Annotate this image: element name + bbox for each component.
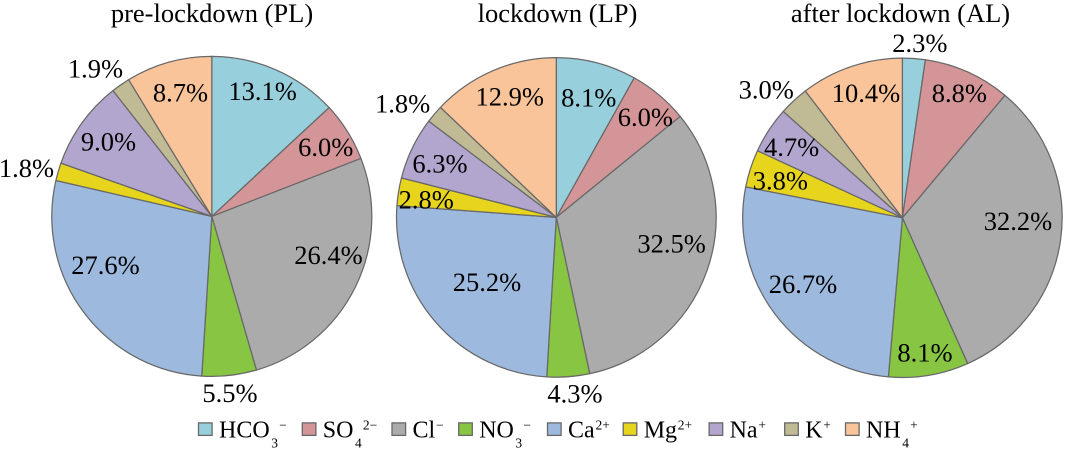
svg-text:K: K — [805, 418, 823, 444]
svg-text:26.4%: 26.4% — [294, 240, 362, 270]
svg-text:13.1%: 13.1% — [228, 76, 296, 106]
svg-text:32.5%: 32.5% — [637, 229, 705, 259]
svg-text:1.8%: 1.8% — [0, 153, 54, 183]
svg-text:27.6%: 27.6% — [71, 250, 139, 280]
svg-text:−: − — [279, 417, 287, 432]
svg-text:NH: NH — [866, 418, 901, 444]
svg-text:9.0%: 9.0% — [81, 126, 136, 156]
svg-text:SO: SO — [323, 418, 354, 444]
svg-text:8.8%: 8.8% — [932, 78, 987, 108]
svg-text:1.9%: 1.9% — [68, 54, 123, 84]
svg-text:HCO: HCO — [219, 418, 270, 444]
svg-text:−: − — [523, 417, 531, 432]
svg-text:8.1%: 8.1% — [561, 82, 616, 112]
svg-text:4.3%: 4.3% — [547, 378, 602, 408]
svg-text:4.7%: 4.7% — [764, 132, 819, 162]
svg-text:3.0%: 3.0% — [739, 74, 794, 104]
svg-text:NO: NO — [479, 418, 514, 444]
svg-text:1.8%: 1.8% — [375, 88, 430, 118]
svg-text:4: 4 — [902, 435, 909, 450]
svg-text:3: 3 — [515, 435, 522, 450]
svg-text:−: − — [436, 417, 444, 432]
svg-text:Cl: Cl — [413, 418, 436, 444]
svg-text:4: 4 — [355, 435, 362, 450]
svg-text:3.8%: 3.8% — [753, 166, 808, 196]
svg-text:+: + — [910, 417, 918, 432]
svg-text:+: + — [758, 417, 766, 432]
svg-text:26.7%: 26.7% — [769, 269, 837, 299]
svg-text:2.8%: 2.8% — [399, 185, 454, 215]
svg-text:3: 3 — [271, 435, 278, 450]
svg-text:2+: 2+ — [678, 417, 692, 432]
svg-text:10.4%: 10.4% — [832, 78, 900, 108]
svg-text:2+: 2+ — [596, 417, 610, 432]
svg-text:Mg: Mg — [644, 418, 677, 444]
svg-text:Ca: Ca — [568, 418, 595, 444]
svg-text:pre-lockdown (PL): pre-lockdown (PL) — [111, 0, 313, 28]
svg-text:lockdown (LP): lockdown (LP) — [478, 0, 638, 28]
svg-text:5.5%: 5.5% — [202, 378, 257, 408]
svg-text:+: + — [823, 417, 831, 432]
svg-text:12.9%: 12.9% — [475, 81, 543, 111]
svg-text:6.3%: 6.3% — [412, 149, 467, 179]
svg-text:8.7%: 8.7% — [153, 77, 208, 107]
svg-text:6.0%: 6.0% — [618, 102, 673, 132]
svg-text:8.1%: 8.1% — [897, 337, 952, 367]
svg-text:32.2%: 32.2% — [984, 206, 1052, 236]
svg-text:Na: Na — [730, 418, 758, 444]
svg-text:2−: 2− — [363, 417, 377, 432]
svg-text:25.2%: 25.2% — [453, 267, 521, 297]
svg-text:after lockdown (AL): after lockdown (AL) — [791, 0, 1010, 28]
svg-text:6.0%: 6.0% — [298, 132, 353, 162]
svg-text:2.3%: 2.3% — [892, 28, 947, 58]
